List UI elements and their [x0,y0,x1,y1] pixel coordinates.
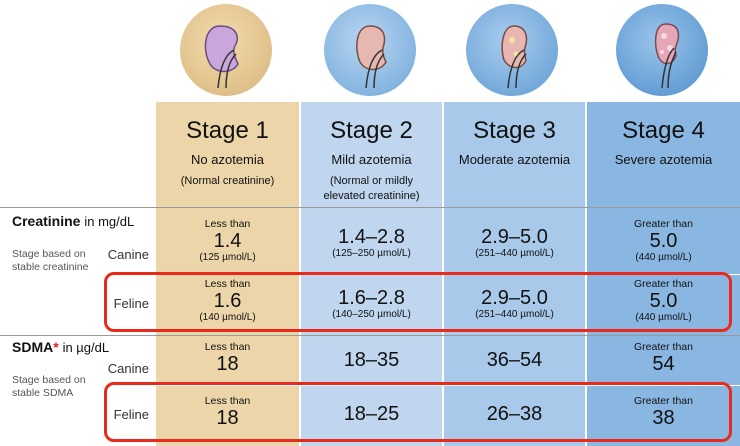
cell-qualifier: Less than [204,218,251,230]
cell-qualifier: Greater than [634,218,693,230]
stage-1-note: (Normal creatinine) [180,175,275,187]
cell-value: 2.9–5.0 [481,226,548,248]
sdma-canine-stage-1: Less than 18 [156,341,299,375]
creatinine-feline-stage-4: Greater than 5.0 (440 µmol/L) [587,278,740,324]
stage-4-subtitle: Severe azotemia [614,152,713,167]
creatinine-canine-stage-2: 1.4–2.8 (125–250 µmol/L) [301,226,442,260]
creatinine-feline-stage-3: 2.9–5.0 (251–440 µmol/L) [444,287,585,321]
cell-qualifier: Less than [204,341,251,353]
sdma-canine-label: Canine [107,361,149,376]
cell-value: 18 [216,407,239,429]
cell-value: 18–25 [343,403,400,425]
stage-2-subtitle: Mild azotemia [331,152,412,167]
cell-qualifier: Less than [204,278,251,290]
creatinine-canine-label: Canine [107,247,149,262]
creatinine-canine-stage-1: Less than 1.4 (125 µmol/L) [156,218,299,264]
cell-value: 5.0 [649,230,678,252]
creatinine-feline-stage-2: 1.6–2.8 (140–250 µmol/L) [301,287,442,321]
cell-unit: (251–440 µmol/L) [475,248,554,259]
sdma-feline-highlight [104,382,732,442]
sdma-feline-stage-1: Less than 18 [156,395,299,429]
cell-qualifier: Greater than [634,341,693,353]
cell-value: 18 [216,353,239,375]
cell-unit: (440 µmol/L) [635,252,692,263]
stage-2-title: Stage 2 [330,117,413,144]
stage-3-title: Stage 3 [473,117,556,144]
sdma-canine-stage-3: 36–54 [444,349,585,371]
creatinine-feline-stage-1: Less than 1.6 (140 µmol/L) [156,278,299,324]
sdma-feline-stage-2: 18–25 [301,403,442,425]
sdma-section-title: SDMA* in µg/dL [12,339,109,355]
creatinine-unit: in mg/dL [84,214,135,229]
cell-qualifier: Greater than [634,278,693,290]
cell-unit: (125 µmol/L) [199,252,256,263]
sdma-asterisk: * [53,339,59,355]
cell-qualifier: Less than [204,395,251,407]
sdma-canine-stage-4: Greater than 54 [587,341,740,375]
creatinine-canine-stage-4: Greater than 5.0 (440 µmol/L) [587,218,740,264]
row-divider [0,207,740,208]
cell-value: 1.4–2.8 [338,226,405,248]
sdma-canine-stage-2: 18–35 [301,349,442,371]
cell-value: 5.0 [649,290,678,312]
stage-4-title: Stage 4 [622,117,705,144]
cell-value: 54 [652,353,675,375]
cell-unit: (251–440 µmol/L) [475,309,554,320]
creatinine-section-title: Creatinine in mg/dL [12,213,134,229]
creatinine-feline-label: Feline [113,296,149,311]
row-divider [0,385,740,386]
kidney-icon-stage-3 [466,4,558,96]
stage-2-note: (Normal or mildly elevated creatinine) [323,175,420,202]
sdma-unit: in µg/dL [62,340,110,355]
cell-value: 36–54 [486,349,543,371]
sdma-title: SDMA [12,339,54,355]
cell-unit: (125–250 µmol/L) [332,248,411,259]
sdma-feline-label: Feline [113,407,149,422]
stage-1-subtitle: No azotemia [191,152,264,167]
cell-value: 1.6 [213,290,242,312]
cell-unit: (140 µmol/L) [199,312,256,323]
cell-value: 38 [652,407,675,429]
cell-value: 26–38 [486,403,543,425]
stage-1-title: Stage 1 [186,117,269,144]
cell-value: 1.4 [213,230,242,252]
cell-value: 1.6–2.8 [338,287,405,309]
creatinine-feline-highlight [104,272,732,332]
sdma-feline-stage-3: 26–38 [444,403,585,425]
kidney-icon-stage-1 [180,4,272,96]
stage-3-subtitle: Moderate azotemia [458,152,571,167]
kidney-icon-stage-2 [324,4,416,96]
kidney-icon-stage-4 [616,4,708,96]
row-divider [0,335,740,336]
cell-unit: (440 µmol/L) [635,312,692,323]
cell-unit: (140–250 µmol/L) [332,309,411,320]
cell-value: 2.9–5.0 [481,287,548,309]
sdma-side-note: Stage based on stable SDMA [12,374,86,399]
sdma-feline-stage-4: Greater than 38 [587,395,740,429]
cell-value: 18–35 [343,349,400,371]
creatinine-side-note: Stage based on stable creatinine [12,248,89,273]
cell-qualifier: Greater than [634,395,693,407]
creatinine-canine-stage-3: 2.9–5.0 (251–440 µmol/L) [444,226,585,260]
creatinine-title: Creatinine [12,213,81,229]
